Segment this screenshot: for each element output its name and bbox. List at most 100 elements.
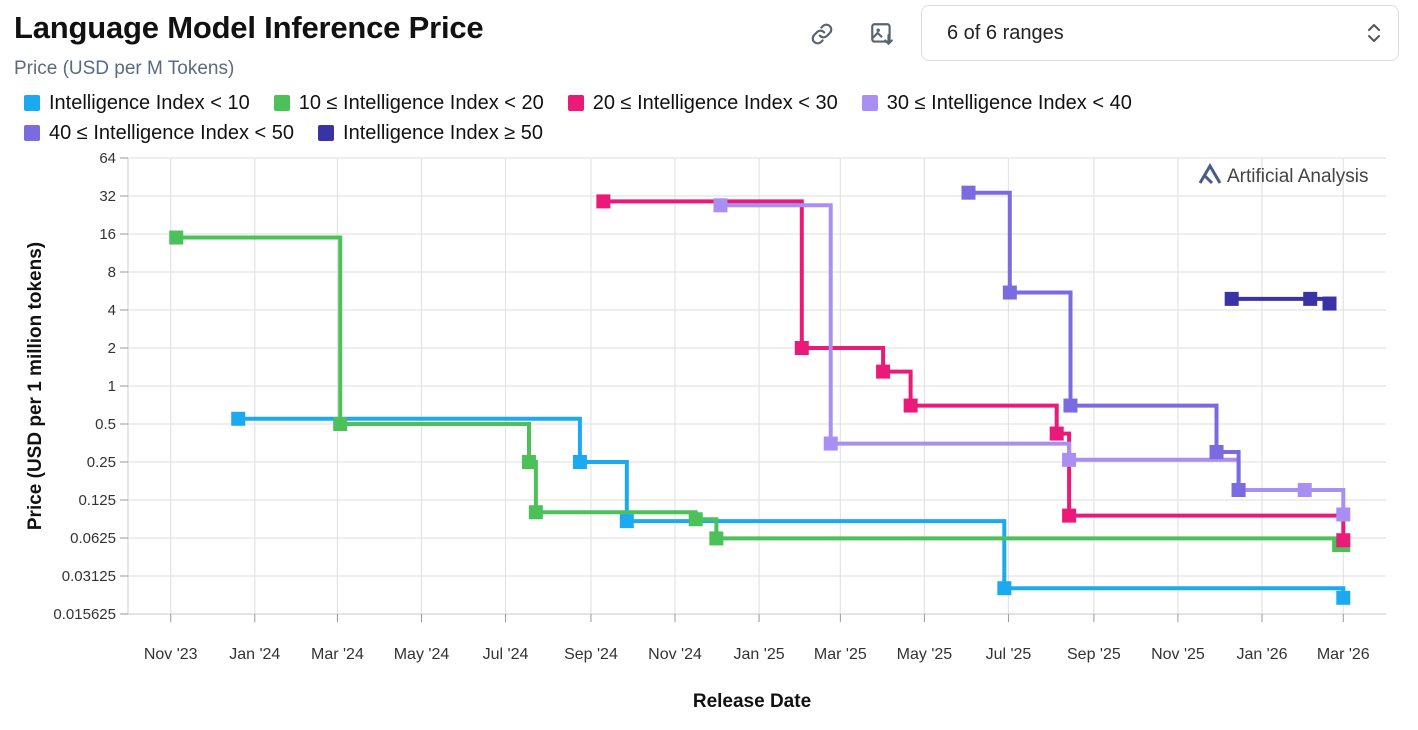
y-tick-label: 16 (99, 226, 116, 243)
data-point-s2-3 (521, 455, 536, 469)
data-point-s6-1 (1224, 291, 1239, 306)
page-title: Language Model Inference Price (14, 10, 484, 45)
data-point-s4-6 (1336, 507, 1351, 522)
legend-item-1[interactable]: Intelligence Index < 10 (24, 92, 250, 115)
data-point-s6-3 (1322, 296, 1337, 311)
data-point-s4-4 (1231, 483, 1246, 498)
series-markers (169, 185, 1351, 605)
data-point-s3-1 (596, 194, 611, 209)
y-axis-label: Price (USD per 1 million tokens) (25, 242, 46, 530)
x-tick-label: Jan '25 (734, 646, 785, 663)
legend-item-4[interactable]: 30 ≤ Intelligence Index < 40 (861, 91, 1132, 115)
download-image-button[interactable] (862, 14, 902, 54)
x-tick-label: Sep '24 (564, 646, 618, 663)
chevron-updown-icon (1368, 24, 1380, 42)
series-line-6 (1231, 296, 1332, 304)
data-point-s5-3 (1063, 398, 1078, 413)
data-point-s4-3 (1062, 452, 1077, 467)
x-tick-label: Mar '24 (311, 646, 364, 663)
data-point-s5-1 (961, 185, 976, 200)
legend-label: 20 ≤ Intelligence Index < 30 (592, 91, 838, 114)
x-axis: Nov '23 Jan '24 Mar '24 May '24 Jul '24 Sep '… (144, 614, 1370, 663)
legend-item-5[interactable]: 40 ≤ Intelligence Index < 50 (24, 122, 294, 145)
y-tick-label: 0.5 (95, 416, 116, 433)
data-point-s2-2 (333, 417, 348, 431)
y-axis: 64 32 16 8 4 2 1 0.5 0.25 0.125 0.0625 0.03125 0.015… (53, 150, 128, 623)
y-tick-label: 0.015625 (53, 606, 116, 623)
data-point-s3-6 (1062, 508, 1077, 523)
data-point-s1-3 (619, 514, 634, 529)
data-point-s2-1 (169, 230, 184, 245)
data-point-s2-5 (688, 512, 703, 527)
legend-swatch (273, 95, 290, 111)
y-tick-label: 4 (108, 302, 116, 319)
legend-label: Intelligence Index < 10 (49, 91, 250, 114)
legend-row: 40 ≤ Intelligence Index < 50 Intelligence… (24, 118, 1324, 148)
x-tick-label: Jan '26 (1236, 646, 1287, 663)
data-point-s1-2 (572, 455, 587, 469)
x-tick-label: Nov '24 (648, 646, 702, 663)
legend-swatch (567, 95, 584, 111)
series-lines (176, 190, 1346, 598)
x-tick-label: Mar '25 (814, 646, 867, 663)
x-tick-label: Nov '25 (1151, 646, 1205, 663)
data-point-s2-6 (709, 531, 724, 546)
image-download-icon (871, 23, 893, 46)
legend-item-6[interactable]: Intelligence Index ≥ 50 (318, 122, 543, 145)
x-tick-label: Sep '25 (1067, 646, 1121, 663)
y-tick-label: 8 (108, 264, 116, 281)
range-select[interactable]: 6 of 6 ranges (921, 5, 1399, 61)
data-point-s5-5 (1231, 483, 1246, 498)
data-point-s5-2 (1002, 285, 1017, 300)
data-point-s4-5 (1297, 483, 1312, 498)
legend-item-3[interactable]: 20 ≤ Intelligence Index < 30 (567, 91, 838, 115)
y-tick-label: 32 (99, 188, 116, 205)
x-tick-label: Mar '26 (1317, 646, 1370, 663)
y-tick-label: 2 (108, 340, 116, 357)
y-tick-label: 64 (99, 150, 116, 167)
data-point-s2-8 (1336, 538, 1351, 553)
data-point-s6-2 (1303, 291, 1318, 306)
data-point-s2-7 (1332, 538, 1347, 553)
x-axis-label: Release Date (693, 691, 811, 712)
y-tick-label: 1 (108, 378, 116, 395)
legend-label: 40 ≤ Intelligence Index < 50 (49, 121, 295, 144)
data-point-s4-2 (823, 436, 838, 451)
link-icon (811, 23, 833, 45)
watermark: Artificial Analysis (1198, 163, 1369, 187)
legend-label: 10 ≤ Intelligence Index < 20 (298, 91, 544, 114)
legend-item-2[interactable]: 10 ≤ Intelligence Index < 20 (273, 91, 544, 115)
series-line-5 (968, 190, 1241, 490)
x-tick-label: Jul '25 (986, 646, 1032, 663)
legend-swatch (318, 125, 335, 141)
copy-link-button[interactable] (802, 14, 842, 54)
series-line-4 (720, 203, 1346, 515)
series-line-3 (603, 199, 1346, 541)
legend-label: 30 ≤ Intelligence Index < 40 (886, 91, 1132, 114)
x-tick-label: May '25 (897, 646, 953, 663)
y-tick-label: 0.25 (87, 454, 116, 471)
x-tick-label: Jul '24 (483, 646, 529, 663)
chart-grid (127, 157, 1386, 615)
y-tick-label: 0.03125 (62, 568, 116, 585)
data-point-s3-4 (903, 398, 918, 413)
data-point-s5-4 (1209, 445, 1224, 460)
x-tick-label: May '24 (394, 646, 450, 663)
series-line-1 (238, 416, 1346, 598)
data-point-s4-1 (713, 198, 728, 213)
legend-swatch (861, 95, 878, 111)
legend-row: Intelligence Index < 10 10 ≤ Intelligence… (24, 88, 1324, 118)
x-tick-label: Nov '23 (144, 646, 198, 663)
data-point-s1-4 (997, 581, 1012, 596)
x-tick-label: Jan '24 (229, 646, 280, 663)
range-select-value: 6 of 6 ranges (947, 22, 1064, 44)
watermark-logo-icon (1198, 163, 1222, 185)
y-tick-label: 0.125 (78, 492, 116, 509)
data-point-s3-5 (1049, 426, 1064, 441)
data-point-s3-3 (876, 364, 891, 379)
chart-legend: Intelligence Index < 10 10 ≤ Intelligence… (24, 88, 1324, 148)
watermark-text: Artificial Analysis (1227, 166, 1369, 187)
legend-swatch (24, 95, 40, 111)
legend-label: Intelligence Index ≥ 50 (343, 121, 544, 144)
chart-subtitle: Price (USD per M Tokens) (14, 58, 235, 79)
